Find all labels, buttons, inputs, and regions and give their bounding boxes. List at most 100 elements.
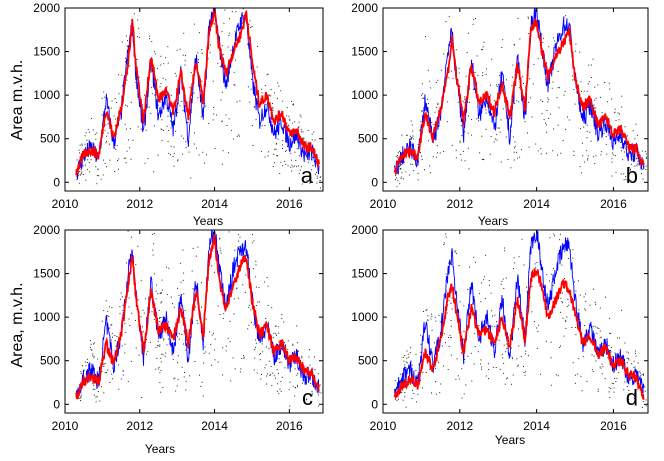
scatter-point	[240, 368, 242, 370]
y-tick-label: 1500	[351, 45, 378, 59]
scatter-point	[165, 57, 167, 59]
scatter-point	[463, 305, 465, 307]
scatter-point	[213, 271, 215, 273]
scatter-point	[128, 139, 129, 141]
scatter-point	[269, 94, 271, 96]
scatter-point	[193, 23, 195, 25]
x-tick-label: 2012	[126, 197, 153, 211]
scatter-point	[177, 112, 179, 113]
scatter-point	[513, 257, 515, 259]
scatter-point	[583, 126, 585, 128]
scatter-point	[452, 78, 454, 80]
y-tick-label: 1000	[351, 88, 378, 102]
scatter-point	[399, 373, 401, 375]
scatter-point	[292, 104, 294, 106]
scatter-point	[605, 136, 607, 137]
scatter-point	[178, 333, 180, 335]
scatter-point	[464, 96, 466, 98]
scatter-point	[107, 123, 109, 125]
scatter-point	[550, 357, 552, 359]
scatter-point	[161, 289, 163, 291]
scatter-point	[461, 368, 463, 370]
scatter-point	[435, 381, 437, 383]
scatter-point	[160, 317, 162, 318]
scatter-point	[602, 343, 604, 345]
scatter-point	[630, 403, 632, 405]
scatter-point	[506, 79, 507, 81]
scatter-point	[488, 378, 489, 380]
scatter-point	[620, 173, 622, 175]
scatter-point	[229, 320, 231, 322]
scatter-point	[156, 67, 158, 69]
scatter-point	[454, 250, 456, 252]
scatter-point	[435, 82, 437, 83]
scatter-point	[261, 374, 262, 375]
scatter-point	[459, 301, 461, 303]
scatter-point	[300, 116, 302, 118]
scatter-point	[448, 15, 450, 17]
scatter-point	[242, 284, 244, 286]
scatter-point	[513, 159, 515, 161]
scatter-point	[528, 146, 530, 148]
scatter-point	[586, 380, 588, 382]
scatter-point	[499, 368, 501, 370]
scatter-point	[574, 374, 576, 376]
scatter-point	[578, 309, 580, 311]
scatter-point	[588, 81, 590, 83]
scatter-point	[160, 55, 162, 57]
x-tick-label: 2016	[276, 419, 303, 433]
scatter-point	[173, 306, 175, 308]
scatter-point	[514, 147, 515, 149]
scatter-point	[242, 12, 244, 14]
scatter-point	[592, 371, 594, 372]
x-tick-label: 2010	[370, 197, 397, 211]
scatter-point	[623, 389, 625, 391]
scatter-point	[161, 140, 163, 142]
scatter-point	[114, 335, 116, 336]
scatter-point	[165, 79, 167, 81]
scatter-point	[610, 388, 612, 390]
scatter-point	[449, 334, 451, 336]
scatter-point	[300, 129, 302, 131]
scatter-point	[427, 98, 429, 100]
scatter-point	[596, 332, 598, 334]
scatter-point	[497, 127, 499, 129]
scatter-point	[469, 266, 471, 268]
scatter-point	[250, 309, 252, 311]
scatter-point	[228, 152, 229, 154]
scatter-point	[459, 85, 461, 87]
scatter-point	[525, 350, 527, 352]
scatter-point	[609, 397, 611, 398]
scatter-point	[571, 75, 573, 77]
scatter-point	[643, 374, 644, 376]
scatter-point	[481, 282, 483, 284]
scatter-point	[591, 354, 593, 356]
scatter-point	[257, 301, 259, 303]
scatter-point	[212, 119, 214, 121]
scatter-point	[406, 134, 408, 136]
scatter-point	[546, 124, 547, 126]
scatter-point	[294, 151, 296, 153]
scatter-point	[172, 359, 174, 361]
scatter-point	[217, 62, 219, 64]
scatter-point	[608, 345, 610, 346]
scatter-point	[308, 356, 310, 358]
scatter-point	[443, 151, 445, 152]
scatter-point	[553, 297, 555, 299]
scatter-point	[277, 326, 279, 328]
scatter-point	[431, 122, 433, 123]
scatter-point	[496, 86, 498, 87]
scatter-point	[248, 257, 250, 259]
scatter-point	[221, 91, 223, 93]
panel-letter: d	[626, 385, 638, 410]
scatter-point	[93, 342, 95, 344]
scatter-point	[614, 155, 616, 157]
scatter-point	[223, 313, 225, 315]
scatter-point	[79, 397, 81, 399]
scatter-point	[597, 390, 599, 392]
scatter-point	[577, 373, 579, 375]
scatter-point	[546, 131, 548, 133]
scatter-point	[282, 144, 284, 146]
scatter-point	[443, 53, 445, 55]
